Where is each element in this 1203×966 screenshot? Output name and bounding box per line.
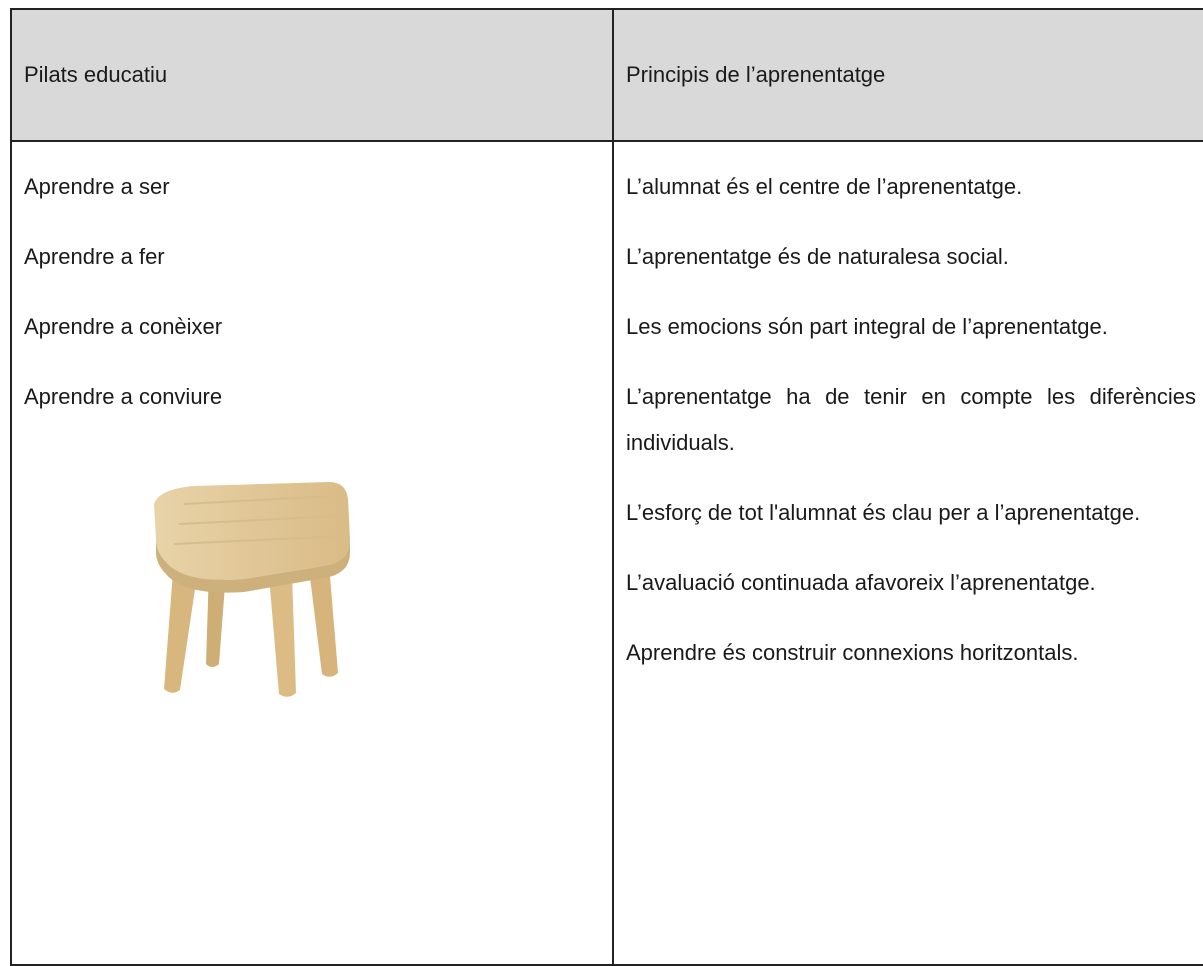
list-item: Les emocions són part integral de l’apre… bbox=[626, 314, 1108, 339]
list-item: L’aprenentatge ha de tenir en compte les… bbox=[626, 384, 1196, 455]
list-item: Aprendre a conèixer bbox=[24, 314, 223, 339]
cell: Aprendre a ser Aprendre a fer Aprendre a c… bbox=[10, 140, 614, 966]
list-item: L’esforç de tot l'alumnat és clau per a … bbox=[626, 500, 1141, 525]
cell: L’alumnat és el centre de l’aprenentatge… bbox=[612, 140, 1203, 966]
list-item: Aprendre a ser bbox=[24, 174, 170, 199]
header-row: Pilats educatiu Principis de l’aprenenta… bbox=[10, 8, 1203, 142]
list-item: L’avaluació continuada afavoreix l’apren… bbox=[626, 570, 1096, 595]
list: L’alumnat és el centre de l’aprenentatge… bbox=[626, 164, 1196, 676]
list-item: Aprendre a conviure bbox=[24, 384, 223, 409]
list-item: Aprendre a fer bbox=[24, 244, 165, 269]
list-item: L’alumnat és el centre de l’aprenentatge… bbox=[626, 174, 1023, 199]
list-item: L’aprenentatge és de naturalesa social. bbox=[626, 244, 1009, 269]
list-item: Aprendre és construir connexions horitzo… bbox=[626, 640, 1079, 665]
header-cell: Principis de l’aprenentatge bbox=[612, 8, 1203, 142]
page: {"table": { "headers": ["Pilats educatiu… bbox=[10, 8, 1203, 966]
body-row: Aprendre a ser Aprendre a fer Aprendre a c… bbox=[10, 140, 1203, 966]
list: Aprendre a ser Aprendre a fer Aprendre a c… bbox=[24, 164, 600, 420]
stool-image bbox=[154, 482, 350, 697]
header-cell: Pilats educatiu bbox=[10, 8, 614, 142]
table: Pilats educatiu Principis de l’aprenenta… bbox=[10, 8, 1203, 966]
